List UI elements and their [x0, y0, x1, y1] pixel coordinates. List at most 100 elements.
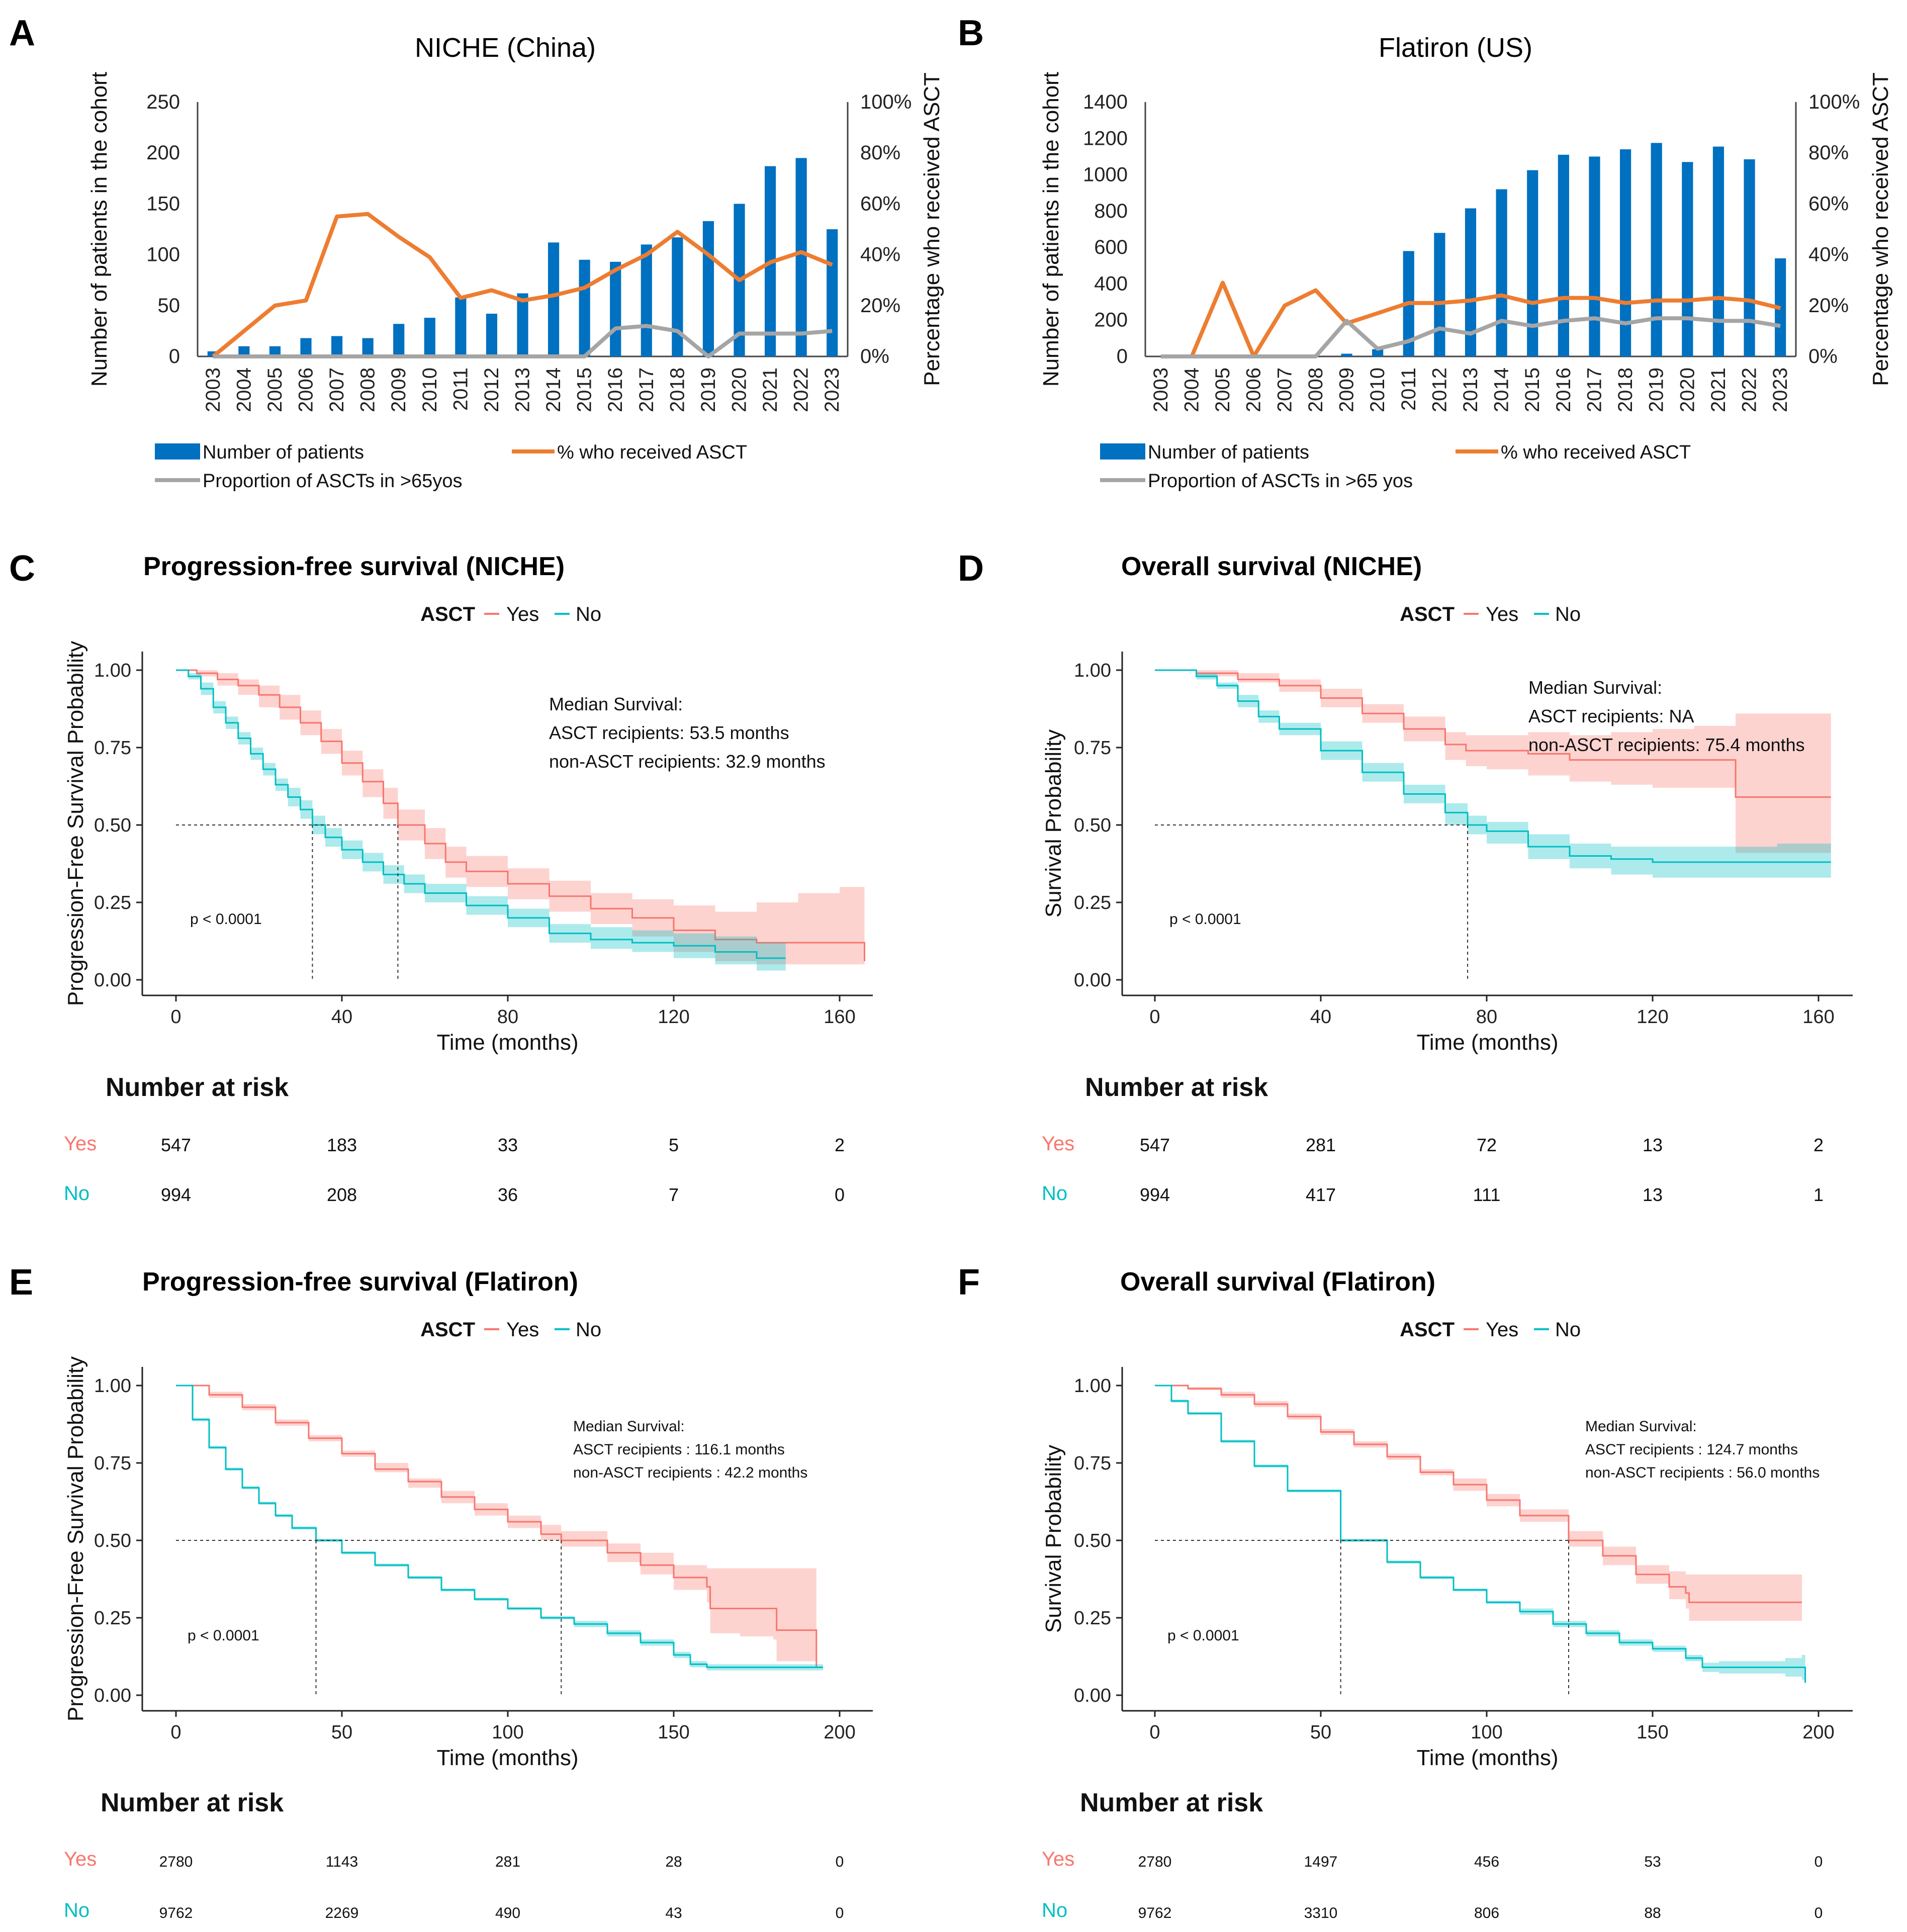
x-tick-label: 2004 — [233, 367, 255, 412]
y2-axis-label: Percentage who received ASCT — [1868, 72, 1893, 386]
legend-label-yes: Yes — [1486, 1319, 1518, 1341]
bar-2020 — [1682, 162, 1693, 356]
x-axis-label: Time (months) — [437, 1030, 579, 1055]
legend-label-no: No — [576, 1319, 601, 1341]
risk-count: 53 — [1644, 1854, 1661, 1870]
risk-count: 0 — [1814, 1905, 1823, 1921]
x-tick-label: 2022 — [1739, 367, 1761, 412]
bar-2016 — [1558, 154, 1569, 356]
legend-label: Proportion of ASCTs in >65 yos — [1148, 471, 1413, 492]
risk-count: 1 — [1813, 1184, 1824, 1205]
x-tick-label: 2008 — [357, 367, 379, 412]
risk-count: 43 — [665, 1905, 682, 1921]
risk-count: 547 — [161, 1135, 191, 1155]
x-tick-label: 2018 — [666, 367, 688, 412]
p-value: p < 0.0001 — [188, 1627, 259, 1644]
y-tick-label: 1000 — [1083, 164, 1128, 186]
risk-count: 994 — [161, 1184, 191, 1205]
legend-label: Number of patients — [1148, 442, 1309, 463]
legend-title: ASCT — [420, 1319, 475, 1341]
x-tick-label: 0 — [1149, 1006, 1160, 1028]
confidence-band-no — [176, 670, 786, 971]
x-tick-label: 2013 — [512, 367, 534, 412]
y-tick-label: 1.00 — [1074, 660, 1111, 681]
legend-label: Number of patients — [203, 442, 364, 463]
bar-2016 — [610, 261, 621, 356]
bar-2011 — [455, 297, 467, 356]
chart-title-d: Overall survival (NICHE) — [1121, 552, 1422, 581]
survival-curve-yes — [176, 1385, 818, 1668]
x-tick-label: 2023 — [1769, 367, 1791, 412]
asct-over65-line — [213, 324, 833, 358]
y-tick-label: 0.00 — [1074, 970, 1111, 991]
y-tick-label: 600 — [1094, 236, 1128, 258]
x-tick-label: 50 — [331, 1722, 352, 1743]
asct-percent-line — [1160, 281, 1781, 358]
y-tick-label: 0.50 — [1074, 1530, 1111, 1551]
panel-label-e: E — [9, 1262, 33, 1303]
risk-count: 88 — [1644, 1905, 1661, 1921]
x-tick-label: 2010 — [419, 367, 441, 412]
median-annotation: Median Survival: — [1585, 1418, 1697, 1435]
legend-title: ASCT — [420, 603, 475, 625]
risk-row-label: No — [1042, 1899, 1067, 1921]
y2-tick-label: 60% — [860, 193, 900, 215]
x-axis-label: Time (months) — [1417, 1745, 1559, 1770]
risk-count: 0 — [1814, 1854, 1823, 1870]
y2-tick-label: 40% — [860, 244, 900, 266]
risk-count: 9762 — [1138, 1905, 1172, 1921]
risk-row-label: Yes — [64, 1133, 97, 1155]
x-tick-label: 2020 — [729, 367, 751, 412]
legend-title: ASCT — [1400, 603, 1455, 625]
y-tick-label: 0.50 — [94, 1530, 131, 1551]
y2-tick-label: 80% — [1808, 142, 1849, 164]
x-tick-label: 2006 — [295, 367, 317, 412]
legend-label-yes: Yes — [506, 1319, 539, 1341]
panel-label-b: B — [958, 13, 984, 53]
median-annotation: Median Survival: — [549, 694, 683, 714]
x-tick-label: 100 — [492, 1722, 523, 1743]
risk-count: 3310 — [1304, 1905, 1338, 1921]
y-axis-label: Number of patients in the cohort — [1039, 72, 1063, 387]
x-tick-label: 2021 — [759, 367, 781, 412]
chart-title-b: Flatiron (US) — [1379, 33, 1532, 63]
y-tick-label: 50 — [158, 295, 180, 317]
y2-tick-label: 40% — [1808, 244, 1849, 266]
legend-label-no: No — [1555, 603, 1581, 625]
x-tick-label: 2008 — [1305, 367, 1327, 412]
x-tick-label: 80 — [497, 1006, 518, 1028]
bar-2007 — [331, 336, 343, 356]
y-tick-label: 0.00 — [94, 970, 131, 991]
confidence-band-yes — [176, 1386, 816, 1668]
risk-table-title: Number at risk — [1080, 1788, 1263, 1817]
risk-count: 28 — [665, 1854, 682, 1870]
x-tick-label: 40 — [331, 1006, 352, 1028]
risk-count: 5 — [669, 1135, 679, 1155]
x-tick-label: 160 — [1802, 1006, 1834, 1028]
y2-tick-label: 60% — [1808, 193, 1849, 215]
x-tick-label: 50 — [1310, 1722, 1331, 1743]
legend-label-no: No — [1555, 1319, 1581, 1341]
x-tick-label: 0 — [1149, 1722, 1160, 1743]
bar-2021 — [1712, 146, 1724, 356]
x-tick-label: 2007 — [1274, 367, 1296, 412]
median-annotation: non-ASCT recipients: 75.4 months — [1528, 734, 1805, 755]
median-annotation: non-ASCT recipients : 56.0 months — [1585, 1464, 1820, 1481]
risk-row-label: No — [64, 1899, 89, 1921]
y-tick-label: 100 — [146, 244, 180, 266]
x-tick-label: 2009 — [388, 367, 410, 412]
x-tick-label: 2017 — [635, 367, 658, 412]
y-tick-label: 0.75 — [94, 1453, 131, 1474]
risk-table-title: Number at risk — [1085, 1073, 1268, 1102]
y-tick-label: 0.00 — [94, 1685, 131, 1706]
chart-title-c: Progression-free survival (NICHE) — [143, 552, 565, 581]
bar-2006 — [300, 338, 312, 356]
y2-tick-label: 20% — [860, 295, 900, 317]
x-tick-label: 2021 — [1707, 367, 1730, 412]
bar-2008 — [362, 338, 374, 356]
risk-count: 0 — [836, 1905, 844, 1921]
y-tick-label: 0.25 — [1074, 1608, 1111, 1629]
risk-count: 456 — [1474, 1854, 1499, 1870]
risk-count: 2780 — [1138, 1854, 1172, 1870]
chart-title-e: Progression-free survival (Flatiron) — [142, 1267, 578, 1297]
